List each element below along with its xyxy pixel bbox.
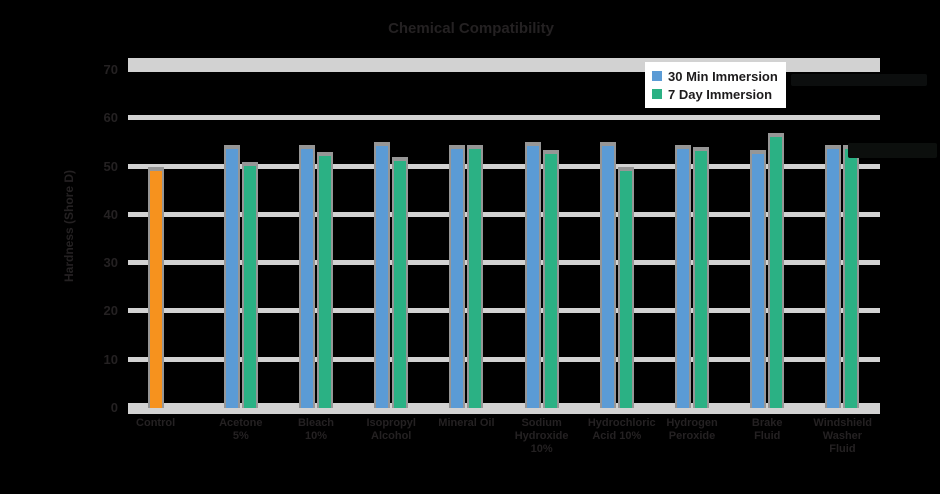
x-label-cell: Acetone 5% (203, 417, 278, 456)
chart-title: Chemical Compatibility (388, 20, 554, 37)
bar-7-day-immersion (617, 167, 634, 408)
gridline-30 (128, 260, 880, 266)
x-category-label: Isopropyl Alcohol (366, 417, 416, 442)
bar-group (805, 70, 880, 408)
bar-30-min-immersion (223, 145, 240, 408)
x-label-cell: Mineral Oil (429, 417, 504, 456)
x-label-cell: Bleach 10% (278, 417, 353, 456)
gridline-20 (128, 308, 880, 314)
y-tick-label-60: 60 (103, 110, 118, 126)
x-category-label: Sodium Hydroxide 10% (514, 417, 569, 455)
bar-30-min-immersion (449, 145, 466, 408)
x-label-cell: Hydrogen Peroxide (654, 417, 729, 456)
bar-7-day-immersion (693, 147, 710, 408)
gridline-40 (128, 211, 880, 217)
legend-label: 30 Min Immersion (668, 68, 778, 84)
bar-group (354, 70, 429, 408)
gridline-60 (128, 115, 880, 121)
bar-group (504, 70, 579, 408)
bar-group (429, 70, 504, 408)
bar-group (118, 70, 193, 408)
x-category-label: Control (136, 417, 176, 429)
blue-square-icon (652, 71, 662, 81)
x-category-label: Brake Fluid (751, 417, 783, 442)
y-tick-label-40: 40 (103, 206, 118, 222)
y-tick-label-10: 10 (103, 351, 118, 367)
green-square-icon (652, 89, 662, 99)
bar-group (730, 70, 805, 408)
bar-7-day-immersion (392, 157, 409, 408)
x-label-cell: Windshield Washer Fluid (805, 417, 880, 456)
legend: 30 Min Immersion 7 Day Immersion (645, 62, 786, 108)
x-label-cell: Control (118, 417, 193, 456)
bar-30-min-immersion (299, 145, 315, 408)
bar-7-day-immersion (467, 145, 484, 408)
bar-7-day-immersion (768, 133, 785, 408)
x-category-label: Mineral Oil (438, 417, 495, 429)
bar-group (654, 70, 729, 408)
y-tick-label-30: 30 (103, 255, 118, 271)
bar-30-min-immersion (675, 145, 692, 408)
bar-30-min-immersion (599, 142, 616, 408)
bar-7-day-immersion (241, 162, 258, 408)
gridline-50 (128, 163, 880, 169)
y-axis-title: Hardness (Shore D) (62, 169, 76, 283)
x-axis-band (128, 403, 880, 414)
x-label-cell: Hydrochloric Acid 10% (579, 417, 656, 456)
gridline-10 (128, 356, 880, 362)
bar-30-min-immersion (750, 150, 767, 408)
x-label-cell: Isopropyl Alcohol (354, 417, 429, 456)
x-category-label: Hydrogen Peroxide (666, 417, 718, 442)
x-label-cell: Sodium Hydroxide 10% (504, 417, 579, 456)
x-category-label: Windshield Washer Fluid (813, 417, 872, 455)
bar-group (579, 70, 654, 408)
bar-30-min-immersion (825, 145, 842, 408)
bar-control (147, 167, 164, 408)
bar-groups (128, 70, 880, 408)
faint-text-artifact-1 (791, 74, 927, 86)
faint-text-artifact-2 (848, 143, 937, 158)
legend-label: 7 Day Immersion (668, 86, 773, 102)
bar-30-min-immersion (524, 142, 541, 408)
y-tick-label-50: 50 (103, 158, 118, 174)
y-tick-label-20: 20 (103, 303, 118, 319)
x-category-label: Hydrochloric Acid 10% (587, 417, 656, 442)
bar-7-day-immersion (542, 150, 559, 408)
x-category-label: Acetone 5% (219, 417, 263, 442)
bar-30-min-immersion (374, 142, 391, 408)
legend-item: 7 Day Immersion (652, 87, 779, 102)
x-label-cell: Brake Fluid (730, 417, 805, 456)
y-tick-label-70: 70 (103, 62, 118, 77)
y-tick-label-0: 0 (110, 400, 118, 415)
bar-group (278, 70, 353, 408)
plot-area (128, 58, 880, 414)
x-axis-labels: Control Acetone 5% Bleach 10% Isopropyl Alc… (128, 417, 880, 456)
x-category-label: Bleach 10% (297, 417, 335, 442)
bar-7-day-immersion (317, 152, 333, 408)
bar-7-day-immersion (843, 145, 860, 408)
legend-item: 30 Min Immersion (652, 69, 779, 84)
bar-group (203, 70, 278, 408)
